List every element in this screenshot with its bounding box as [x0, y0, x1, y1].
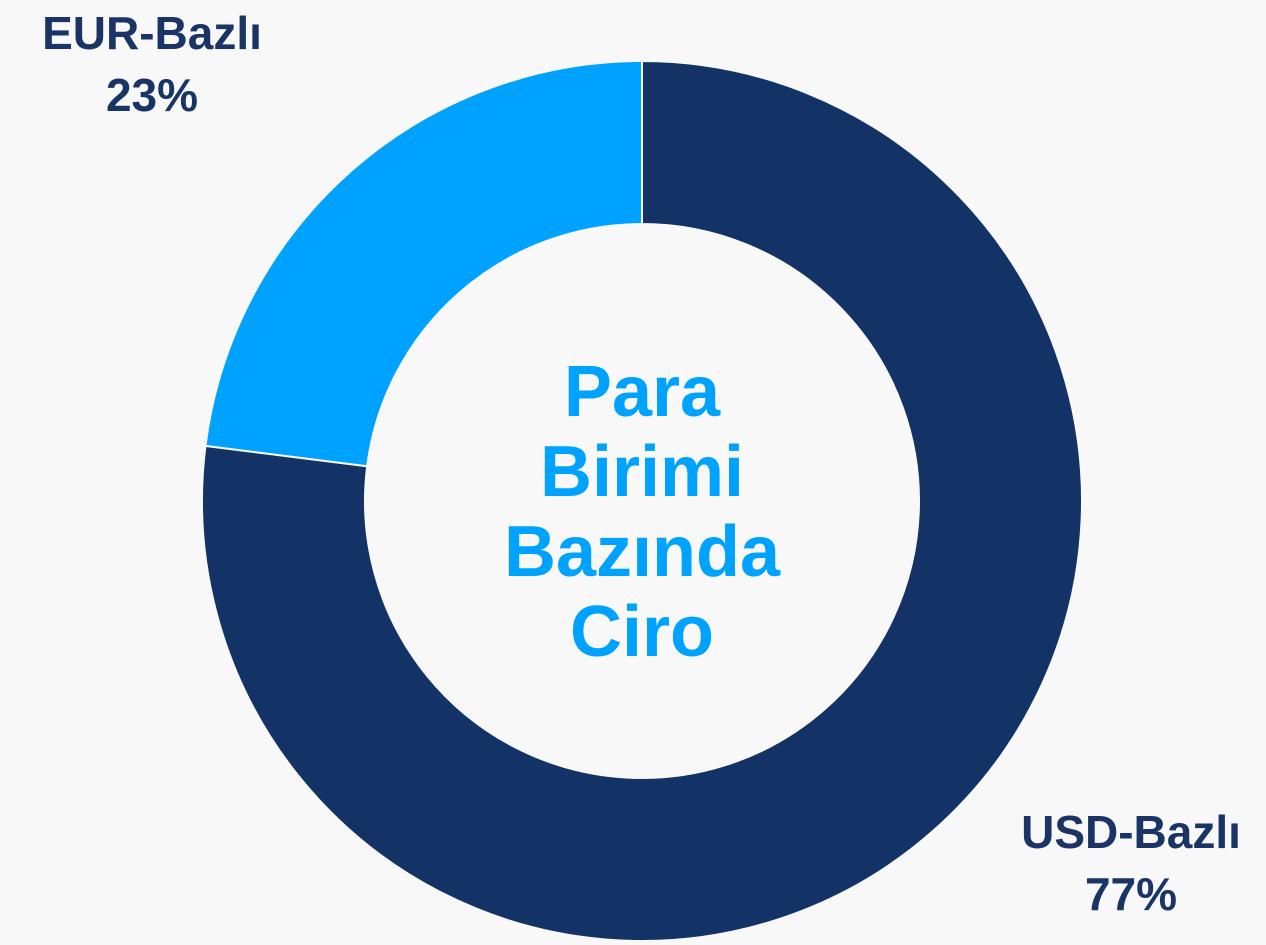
slice-name: EUR-Bazlı — [42, 7, 262, 59]
slice-value: 77% — [1085, 868, 1177, 920]
slice-name: USD-Bazlı — [1021, 806, 1241, 858]
slice-value: 23% — [106, 69, 198, 121]
center-label: Para Birimi Bazında Ciro — [503, 352, 781, 672]
donut-slice — [201, 59, 1083, 942]
donut-slice — [204, 59, 643, 468]
